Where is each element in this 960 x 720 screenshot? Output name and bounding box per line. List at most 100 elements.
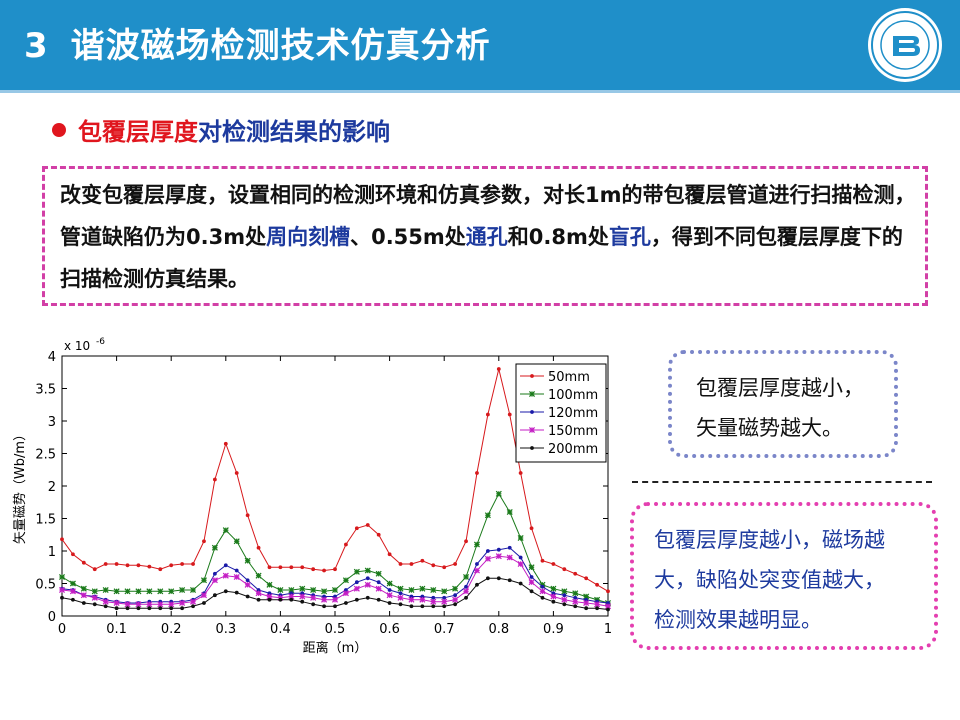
data-point-50mm — [234, 471, 239, 475]
data-point-120mm — [398, 591, 403, 596]
data-point-50mm — [267, 565, 272, 570]
data-point-150mm — [539, 588, 546, 595]
bullet-dot-icon — [52, 123, 66, 137]
legend-marker-120mm — [530, 410, 534, 414]
data-point-50mm — [464, 539, 468, 544]
data-point-150mm — [211, 577, 218, 584]
data-point-120mm — [573, 595, 578, 600]
subtitle-rest: 对检测结果的影响 — [198, 118, 390, 146]
section-title: 谐波磁场检测技术仿真分析 — [70, 26, 491, 66]
data-point-200mm — [311, 602, 316, 607]
note-top-line: 矢量磁势越大。 — [696, 416, 843, 440]
data-point-100mm — [190, 586, 197, 594]
data-point-150mm — [517, 560, 524, 568]
data-point-200mm — [573, 604, 578, 609]
data-point-50mm — [420, 558, 425, 563]
data-point-200mm — [507, 578, 512, 583]
data-point-200mm — [234, 590, 239, 595]
data-point-100mm — [288, 586, 295, 594]
data-point-200mm — [485, 576, 490, 581]
data-point-120mm — [584, 597, 589, 602]
data-point-120mm — [212, 571, 217, 576]
data-point-50mm — [245, 513, 250, 518]
data-point-200mm — [114, 606, 119, 611]
data-point-150mm — [572, 598, 579, 605]
data-point-120mm — [344, 588, 348, 592]
data-point-150mm — [299, 593, 306, 600]
page-title: 3 谐波磁场检测技术仿真分析 — [24, 18, 491, 67]
data-point-100mm — [331, 586, 339, 594]
data-point-100mm — [375, 570, 382, 577]
data-point-150mm — [452, 596, 459, 603]
data-point-150mm — [69, 588, 76, 595]
separator-line — [632, 481, 932, 483]
data-point-120mm — [300, 591, 305, 596]
note-bottom-line: 包覆层厚度越小，磁场越 — [654, 528, 885, 552]
data-point-200mm — [376, 597, 381, 602]
data-point-200mm — [344, 601, 348, 605]
data-point-50mm — [333, 567, 337, 572]
data-point-100mm — [572, 590, 579, 597]
data-point-120mm — [551, 591, 556, 596]
data-point-100mm — [594, 596, 601, 603]
data-point-200mm — [475, 582, 479, 587]
data-point-150mm — [331, 596, 339, 603]
x-tick-label: 0.3 — [215, 622, 236, 637]
data-point-50mm — [322, 568, 326, 573]
data-point-120mm — [245, 578, 250, 583]
data-point-120mm — [496, 547, 501, 552]
data-point-50mm — [562, 567, 567, 572]
data-point-50mm — [496, 367, 501, 371]
y-axis-label: 矢量磁势（Wb/m） — [12, 428, 28, 544]
data-point-100mm — [452, 585, 459, 592]
data-point-50mm — [158, 567, 163, 572]
data-point-120mm — [322, 594, 326, 599]
data-point-100mm — [364, 567, 371, 574]
data-point-200mm — [453, 602, 458, 607]
data-point-200mm — [562, 602, 567, 607]
data-point-150mm — [244, 581, 251, 588]
data-point-50mm — [485, 412, 490, 417]
data-point-100mm — [102, 586, 109, 594]
data-point-150mm — [550, 593, 557, 600]
data-point-150mm — [190, 598, 197, 605]
data-point-100mm — [321, 588, 328, 595]
data-point-100mm — [146, 588, 153, 595]
data-point-100mm — [342, 577, 349, 584]
data-point-50mm — [169, 563, 174, 568]
data-point-100mm — [277, 586, 284, 594]
data-point-120mm — [234, 568, 239, 573]
data-point-120mm — [333, 594, 337, 599]
data-point-120mm — [267, 591, 272, 596]
legend-label-120mm: 120mm — [548, 406, 598, 421]
data-point-150mm — [222, 572, 229, 579]
data-point-50mm — [300, 565, 305, 570]
data-point-200mm — [60, 595, 64, 600]
x-tick-label: 0.8 — [488, 622, 509, 637]
data-point-120mm — [540, 584, 545, 589]
data-point-150mm — [528, 579, 535, 586]
data-point-50mm — [289, 565, 294, 570]
data-point-120mm — [354, 580, 359, 585]
data-point-50mm — [431, 563, 436, 568]
legend-label-100mm: 100mm — [548, 388, 598, 403]
x-tick-label: 0.9 — [543, 622, 564, 637]
data-point-100mm — [506, 508, 513, 516]
data-point-50mm — [540, 558, 545, 563]
data-point-200mm — [540, 595, 545, 600]
x-tick-label: 0 — [58, 622, 66, 637]
data-point-150mm — [157, 601, 164, 608]
y-tick-label: 3.5 — [35, 383, 56, 398]
data-point-100mm — [550, 585, 557, 592]
desc-segment: 改变包覆层厚度，设置相同的检测环境和仿真参数，对长1m的带包覆层管道进行扫描检测… — [60, 183, 916, 249]
note-bottom-line: 检测效果越明显。 — [654, 608, 822, 632]
data-point-100mm — [419, 585, 426, 592]
data-point-120mm — [562, 593, 567, 598]
data-point-150mm — [441, 598, 448, 605]
data-point-50mm — [595, 582, 599, 587]
data-point-50mm — [507, 412, 512, 417]
data-point-120mm — [442, 595, 447, 600]
data-point-50mm — [147, 564, 152, 569]
data-point-150mm — [604, 603, 612, 610]
desc-highlight-groove: 周向刻槽 — [266, 225, 351, 249]
